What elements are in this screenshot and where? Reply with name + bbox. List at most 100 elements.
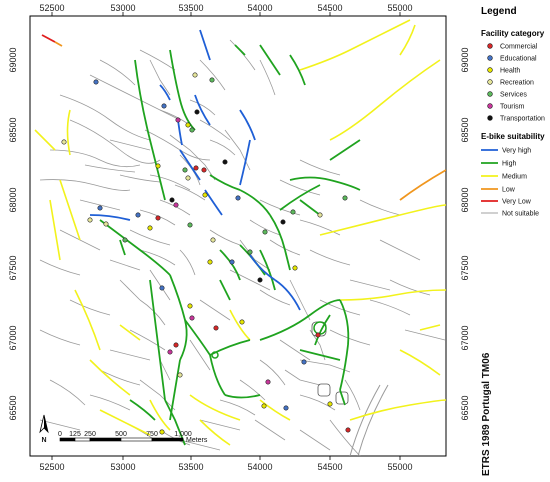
scale-label: 0 <box>58 431 62 438</box>
y-tick-label: 68000 <box>460 187 470 212</box>
facility-recreation <box>185 175 191 181</box>
roads-very-high <box>89 29 301 311</box>
facility-health <box>185 122 191 128</box>
facility-transportation <box>169 197 175 203</box>
facility-health <box>207 259 213 265</box>
y-tick-label: 68000 <box>8 187 18 212</box>
y-tick-label: 69000 <box>8 47 18 72</box>
map-content <box>34 19 446 456</box>
facility-tourism <box>265 379 271 385</box>
scale-label: 500 <box>115 431 127 438</box>
facility-health <box>187 303 193 309</box>
y-tick-label: 68500 <box>460 117 470 142</box>
facility-transportation <box>257 277 263 283</box>
scale-label: 125 <box>69 431 81 438</box>
legend-suitability-title: E-bike suitability <box>481 132 545 141</box>
facility-commercial <box>201 167 207 173</box>
x-tick-label: 54000 <box>247 462 272 472</box>
facility-transportation <box>194 109 200 115</box>
legend-swatch-health <box>487 67 493 73</box>
legend-item-label: Very Low <box>502 199 532 206</box>
north-arrow-icon: N <box>39 414 49 444</box>
legend-title: Legend <box>481 6 517 17</box>
facility-educational <box>283 405 289 411</box>
facility-commercial <box>213 325 219 331</box>
y-tick-labels-right: 69000 68500 68000 67500 67000 66500 <box>460 47 470 420</box>
legend-item-label: Educational <box>500 56 537 63</box>
x-tick-label: 55000 <box>387 3 412 13</box>
legend-item-label: Services <box>500 92 527 99</box>
x-tick-label: 54500 <box>317 3 342 13</box>
x-tick-label: 53500 <box>178 3 203 13</box>
x-tick-label: 52500 <box>39 3 64 13</box>
facility-educational <box>97 205 103 211</box>
facility-health <box>155 163 161 169</box>
roads-medium <box>34 19 446 446</box>
scale-label: 1,000 <box>174 431 192 438</box>
facility-recreation <box>177 372 183 378</box>
facility-recreation <box>87 217 93 223</box>
legend-suitability-swatches <box>481 149 498 214</box>
facility-services <box>342 195 348 201</box>
facility-commercial <box>155 215 161 221</box>
scale-label: 750 <box>146 431 158 438</box>
map-frame <box>29 15 447 457</box>
facility-recreation <box>192 72 198 78</box>
facility-health <box>239 319 245 325</box>
legend-facility-title: Facility category <box>481 29 545 38</box>
y-tick-label: 66500 <box>460 395 470 420</box>
legend-swatch-educational <box>487 55 493 61</box>
x-tick-label: 52500 <box>39 462 64 472</box>
legend-item-label: Very high <box>502 148 531 155</box>
facility-services <box>189 127 195 133</box>
legend-item-label: Recreation <box>500 80 534 87</box>
legend-item-label: Low <box>502 187 516 194</box>
facility-services <box>290 209 296 215</box>
facility-commercial <box>345 427 351 433</box>
facility-health <box>159 429 165 435</box>
legend-item-label: High <box>502 161 517 168</box>
legend-item-label: Health <box>500 68 520 75</box>
facility-recreation <box>61 139 67 145</box>
facility-educational <box>161 103 167 109</box>
facility-services <box>122 237 128 243</box>
roads-not-suitable <box>39 39 446 456</box>
facility-transportation <box>222 159 228 165</box>
facility-educational <box>135 212 141 218</box>
x-tick-label: 53000 <box>110 3 135 13</box>
frame-ticks <box>51 12 401 460</box>
facility-services <box>262 229 268 235</box>
facility-services <box>187 222 193 228</box>
x-tick-labels-top: 52500 53000 53500 54000 54500 55000 <box>39 3 412 13</box>
legend-swatch-tourism <box>487 103 493 109</box>
y-tick-labels-left: 69000 68500 68000 67500 67000 66500 <box>8 47 18 420</box>
north-arrow-label: N <box>41 437 46 444</box>
y-tick-label: 67500 <box>8 255 18 280</box>
roads-high <box>99 44 361 446</box>
facility-commercial <box>193 165 199 171</box>
y-tick-label: 66500 <box>8 395 18 420</box>
y-tick-label: 67500 <box>460 255 470 280</box>
facility-commercial <box>173 342 179 348</box>
x-tick-label: 53500 <box>178 462 203 472</box>
facility-commercial <box>315 332 321 338</box>
x-tick-labels-bottom: 52500 53000 53500 54000 54500 55000 <box>39 462 412 472</box>
facility-health <box>292 265 298 271</box>
facility-tourism <box>189 315 195 321</box>
legend-swatch-commercial <box>487 43 493 49</box>
legend-facility-swatches <box>487 43 493 121</box>
facility-transportation <box>280 219 286 225</box>
facility-educational <box>93 79 99 85</box>
facility-educational <box>159 285 165 291</box>
legend-item-label: Medium <box>502 174 527 181</box>
facility-tourism <box>167 349 173 355</box>
facility-educational <box>301 359 307 365</box>
facility-recreation <box>317 212 323 218</box>
scale-label: 250 <box>84 431 96 438</box>
facility-points <box>61 72 351 435</box>
facility-services <box>247 249 253 255</box>
scale-unit: Meters <box>186 437 208 444</box>
facility-services <box>182 167 188 173</box>
